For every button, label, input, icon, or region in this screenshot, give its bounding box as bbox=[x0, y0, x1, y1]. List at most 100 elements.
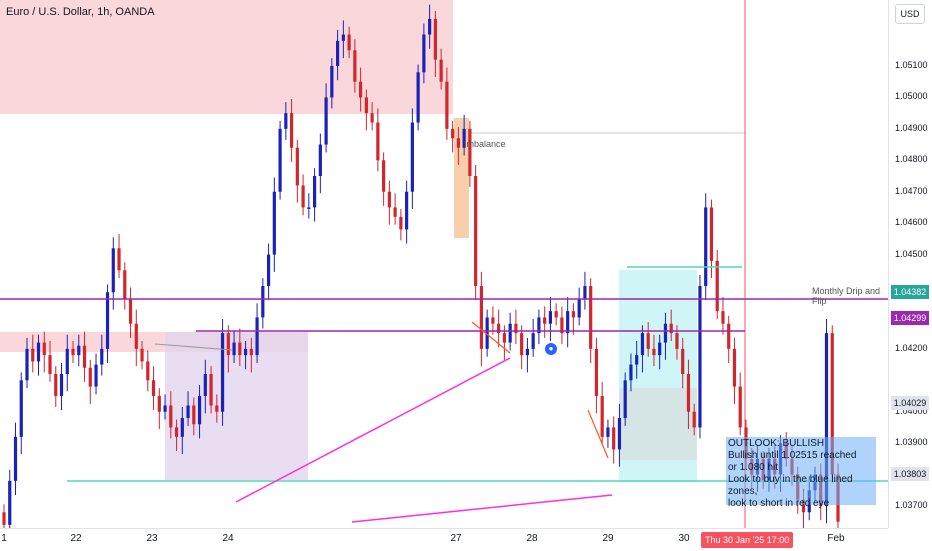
supply-zone bbox=[0, 0, 453, 114]
price-badge: 1.03803 bbox=[891, 466, 929, 481]
candle-body bbox=[347, 34, 351, 51]
candle-body bbox=[439, 59, 443, 82]
candle-body bbox=[330, 66, 334, 98]
outlook-note[interactable]: OUTLOOK: BULLISH Bullish until 1.02515 r… bbox=[726, 437, 876, 509]
price-tick-label: 1.05000 bbox=[895, 91, 928, 102]
candle-body bbox=[25, 348, 29, 381]
date-tick-label: 23 bbox=[146, 533, 158, 544]
candle-body bbox=[209, 374, 213, 406]
candle-body bbox=[727, 323, 731, 349]
candle-body bbox=[399, 216, 403, 230]
candle-body bbox=[830, 333, 834, 475]
candle-body bbox=[140, 348, 144, 362]
currency-button[interactable]: USD bbox=[895, 4, 925, 24]
candle-body bbox=[186, 405, 190, 418]
date-tick-label: Feb bbox=[827, 533, 845, 544]
price-tick-label: 1.04900 bbox=[895, 122, 928, 133]
candle-body bbox=[681, 348, 685, 374]
candle-body bbox=[635, 355, 639, 365]
candle-body bbox=[433, 18, 437, 60]
candle-body bbox=[117, 248, 121, 271]
candle-body bbox=[629, 364, 633, 381]
chart-title: Euro / U.S. Dollar, 1h, OANDA bbox=[6, 6, 155, 18]
price-badge: 1.04299 bbox=[891, 310, 929, 325]
outlook-line: Bullish until 1.02515 reached bbox=[728, 450, 857, 461]
candle-body bbox=[824, 333, 829, 506]
candle-body bbox=[157, 396, 161, 412]
candle-body bbox=[295, 147, 299, 186]
candle-body bbox=[479, 286, 483, 349]
crosshair-time-badge: Thu 30 Jan '25 17:00 bbox=[701, 532, 794, 548]
candle-body bbox=[341, 34, 345, 41]
position-zone bbox=[619, 388, 697, 460]
candle-body bbox=[704, 207, 708, 286]
candle-body bbox=[284, 113, 288, 129]
candle-body bbox=[243, 348, 248, 356]
chart-canvas[interactable] bbox=[0, 0, 888, 528]
date-tick-label: 28 bbox=[526, 533, 538, 544]
price-tick-label: 1.04700 bbox=[895, 185, 928, 196]
event-marker-icon[interactable]: ● bbox=[545, 343, 557, 355]
price-tick-label: 1.04500 bbox=[895, 248, 928, 259]
candle-body bbox=[508, 323, 512, 343]
candle-body bbox=[686, 374, 691, 412]
candle-body bbox=[709, 207, 714, 261]
candle-body bbox=[82, 345, 87, 368]
candle-body bbox=[451, 128, 455, 139]
candle-body bbox=[491, 317, 495, 324]
candle-body bbox=[307, 207, 311, 209]
price-axis[interactable]: USD 1.05100 1.05000 1.04900 1.04800 1.04700 1… bbox=[888, 0, 932, 528]
candle-body bbox=[261, 286, 265, 318]
chart-area[interactable]: Euro / U.S. Dollar, 1h, OANDA Imbalance … bbox=[0, 0, 888, 528]
candle-body bbox=[675, 333, 679, 349]
candle-body bbox=[715, 260, 719, 312]
outlook-line: or 1.080 hit bbox=[728, 462, 779, 473]
date-tick-label: 29 bbox=[602, 533, 614, 544]
candle-body bbox=[111, 248, 115, 293]
candle-body bbox=[278, 128, 282, 192]
candle-body bbox=[312, 176, 317, 208]
candle-body bbox=[502, 333, 506, 343]
candle-body bbox=[646, 333, 650, 349]
candle-body bbox=[560, 317, 564, 334]
candle-body bbox=[445, 81, 449, 129]
time-axis[interactable]: 1 22 23 24 27 28 29 30 Feb Thu 30 Jan '25 17:00 bbox=[0, 528, 888, 551]
candle-body bbox=[387, 191, 391, 208]
candle-body bbox=[169, 405, 173, 428]
monthly-drip-label: Monthly Drip and Flip bbox=[812, 286, 881, 306]
price-tick-label: 1.04000 bbox=[895, 405, 928, 416]
candle-body bbox=[669, 323, 673, 334]
date-tick-label: 24 bbox=[222, 533, 234, 544]
candle-body bbox=[42, 342, 46, 356]
candle-body bbox=[370, 113, 374, 123]
candle-body bbox=[123, 270, 127, 299]
candle-body bbox=[658, 342, 662, 356]
candle-body bbox=[600, 396, 604, 437]
candle-body bbox=[100, 348, 104, 365]
candle-body bbox=[410, 122, 414, 192]
candle-body bbox=[721, 311, 725, 324]
candle-body bbox=[428, 18, 432, 35]
candle-body bbox=[180, 418, 184, 437]
candle-body bbox=[623, 380, 627, 418]
candle-body bbox=[88, 367, 92, 387]
candle-body bbox=[203, 374, 207, 396]
outlook-line: look to short in red eye bbox=[728, 498, 830, 509]
candle-body bbox=[289, 113, 294, 148]
candle-body bbox=[301, 185, 305, 208]
trendline bbox=[235, 357, 511, 503]
candle-body bbox=[801, 499, 806, 513]
candle-body bbox=[531, 333, 535, 349]
candle-body bbox=[640, 333, 645, 356]
candle-body bbox=[520, 333, 524, 356]
candle-body bbox=[65, 348, 69, 374]
outlook-line: OUTLOOK: BULLISH bbox=[728, 438, 825, 449]
candle-body bbox=[393, 207, 397, 217]
candle-body bbox=[174, 427, 179, 437]
candle-body bbox=[692, 411, 696, 428]
date-tick-label: 22 bbox=[70, 533, 82, 544]
candle-body bbox=[353, 50, 357, 82]
candle-body bbox=[336, 40, 340, 66]
candle-body bbox=[146, 361, 150, 381]
candle-body bbox=[612, 427, 616, 450]
